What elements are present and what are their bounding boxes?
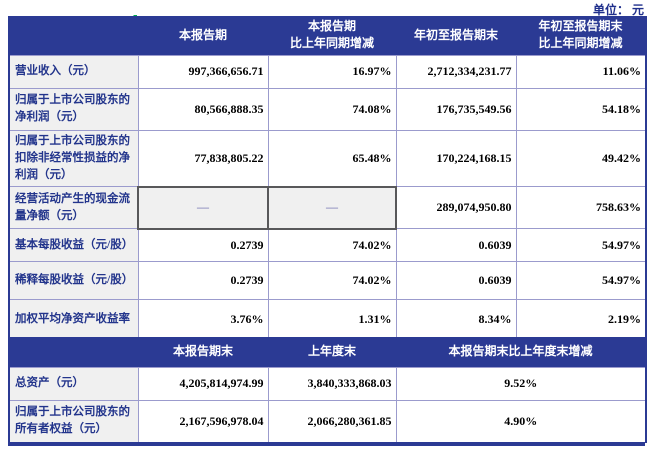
corner-cell <box>9 337 138 367</box>
period-end-table: 本报告期末 上年度末 本报告期末比上年度末增减 总资产（元） 4,205,814… <box>8 337 647 443</box>
row-label-net-profit: 归属于上市公司股东的 净利润（元） <box>8 87 139 131</box>
table-row: 归属于上市公司股东的 净利润（元） 80,566,888.35 74.08% 1… <box>8 87 647 131</box>
table-row: 基本每股收益（元/股） 0.2739 74.02% 0.6039 54.97% <box>8 228 647 263</box>
corner-cell <box>9 16 138 55</box>
value-cell: 3.76% <box>137 299 269 341</box>
value-cell: 2,167,596,978.04 <box>137 399 269 443</box>
value-cell: 0.6039 <box>395 228 517 263</box>
value-cell: 8.34% <box>395 299 517 341</box>
value-cell: 9.52% <box>395 366 647 401</box>
value-cell: 2,066,280,361.85 <box>267 399 397 443</box>
value-cell: 170,224,168.15 <box>395 129 517 188</box>
value-cell: 54.97% <box>515 228 647 263</box>
row-label-diluted-eps: 稀释每股收益（元/股） <box>8 261 139 301</box>
table-row: 经营活动产生的现金流 量净额（元） — — 289,074,950.80 758… <box>8 185 647 230</box>
row-label-operating-cash-flow: 经营活动产生的现金流 量净额（元） <box>8 186 139 230</box>
row-label-weighted-avg-roe: 加权平均净资产收益率 <box>8 299 139 341</box>
table-bottom-border <box>8 442 645 446</box>
value-cell: 77,838,805.22 <box>137 129 269 188</box>
table2-header-row: 本报告期末 上年度末 本报告期末比上年度末增减 <box>9 337 646 367</box>
table-row: 归属于上市公司股东的 扣除非经常性损益的净 利润（元） 77,838,805.2… <box>8 129 647 188</box>
header-period-end-change: 本报告期末比上年度末增减 <box>396 337 646 367</box>
value-cell: 2,712,334,231.77 <box>395 54 517 89</box>
table-row: 归属于上市公司股东的 所有者权益（元） 2,167,596,978.04 2,0… <box>8 399 647 443</box>
value-cell: 1.31% <box>267 299 397 341</box>
value-cell: 4,205,814,974.99 <box>137 366 269 401</box>
table-row: 加权平均净资产收益率 3.76% 1.31% 8.34% 2.19% <box>8 299 647 341</box>
empty-value-cell: — <box>137 185 269 230</box>
value-cell: 0.2739 <box>137 261 269 301</box>
table-row: 稀释每股收益（元/股） 0.2739 74.02% 0.6039 54.97% <box>8 261 647 301</box>
value-cell: 176,735,549.56 <box>395 87 517 131</box>
unit-label: 单位： 元 <box>592 3 644 17</box>
value-cell: 49.42% <box>515 129 647 188</box>
header-current-period-change: 本报告期 比上年同期增减 <box>268 16 396 55</box>
header-prior-year-end: 上年度末 <box>268 337 396 367</box>
value-cell: 758.63% <box>515 186 647 230</box>
table1-header-row: 本报告期 本报告期 比上年同期增减 年初至报告期末 年初至报告期末 比上年同期增… <box>9 16 646 55</box>
value-cell: 54.18% <box>515 87 647 131</box>
row-label-basic-eps: 基本每股收益（元/股） <box>8 228 139 263</box>
value-cell: 4.90% <box>395 399 647 443</box>
header-ytd: 年初至报告期末 <box>396 16 516 55</box>
empty-value-cell: — <box>267 185 397 230</box>
row-label-net-profit-excl-nonrecurring: 归属于上市公司股东的 扣除非经常性损益的净 利润（元） <box>8 129 139 188</box>
value-cell: 80,566,888.35 <box>137 87 269 131</box>
row-label-total-assets: 总资产（元） <box>8 366 139 401</box>
value-cell: 997,366,656.71 <box>137 54 269 89</box>
value-cell: 74.02% <box>267 228 397 263</box>
value-cell: 3,840,333,868.03 <box>267 366 397 401</box>
value-cell: 16.97% <box>267 54 397 89</box>
header-current-period: 本报告期 <box>138 16 268 55</box>
value-cell: 2.19% <box>515 299 647 341</box>
value-cell: 74.02% <box>267 261 397 301</box>
value-cell: 11.06% <box>515 54 647 89</box>
header-ytd-change: 年初至报告期末 比上年同期增减 <box>516 16 646 55</box>
value-cell: 0.6039 <box>395 261 517 301</box>
main-indicators-table: 本报告期 本报告期 比上年同期增减 年初至报告期末 年初至报告期末 比上年同期增… <box>8 16 647 341</box>
row-label-revenue: 营业收入（元） <box>8 54 139 89</box>
value-cell: 289,074,950.80 <box>395 186 517 230</box>
value-cell: 74.08% <box>267 87 397 131</box>
value-cell: 0.2739 <box>137 228 269 263</box>
table-row: 总资产（元） 4,205,814,974.99 3,840,333,868.03… <box>8 366 647 401</box>
row-label-owners-equity: 归属于上市公司股东的 所有者权益（元） <box>8 399 139 443</box>
table-row: 营业收入（元） 997,366,656.71 16.97% 2,712,334,… <box>8 54 647 89</box>
value-cell: 54.97% <box>515 261 647 301</box>
value-cell: 65.48% <box>267 129 397 188</box>
header-period-end: 本报告期末 <box>138 337 268 367</box>
